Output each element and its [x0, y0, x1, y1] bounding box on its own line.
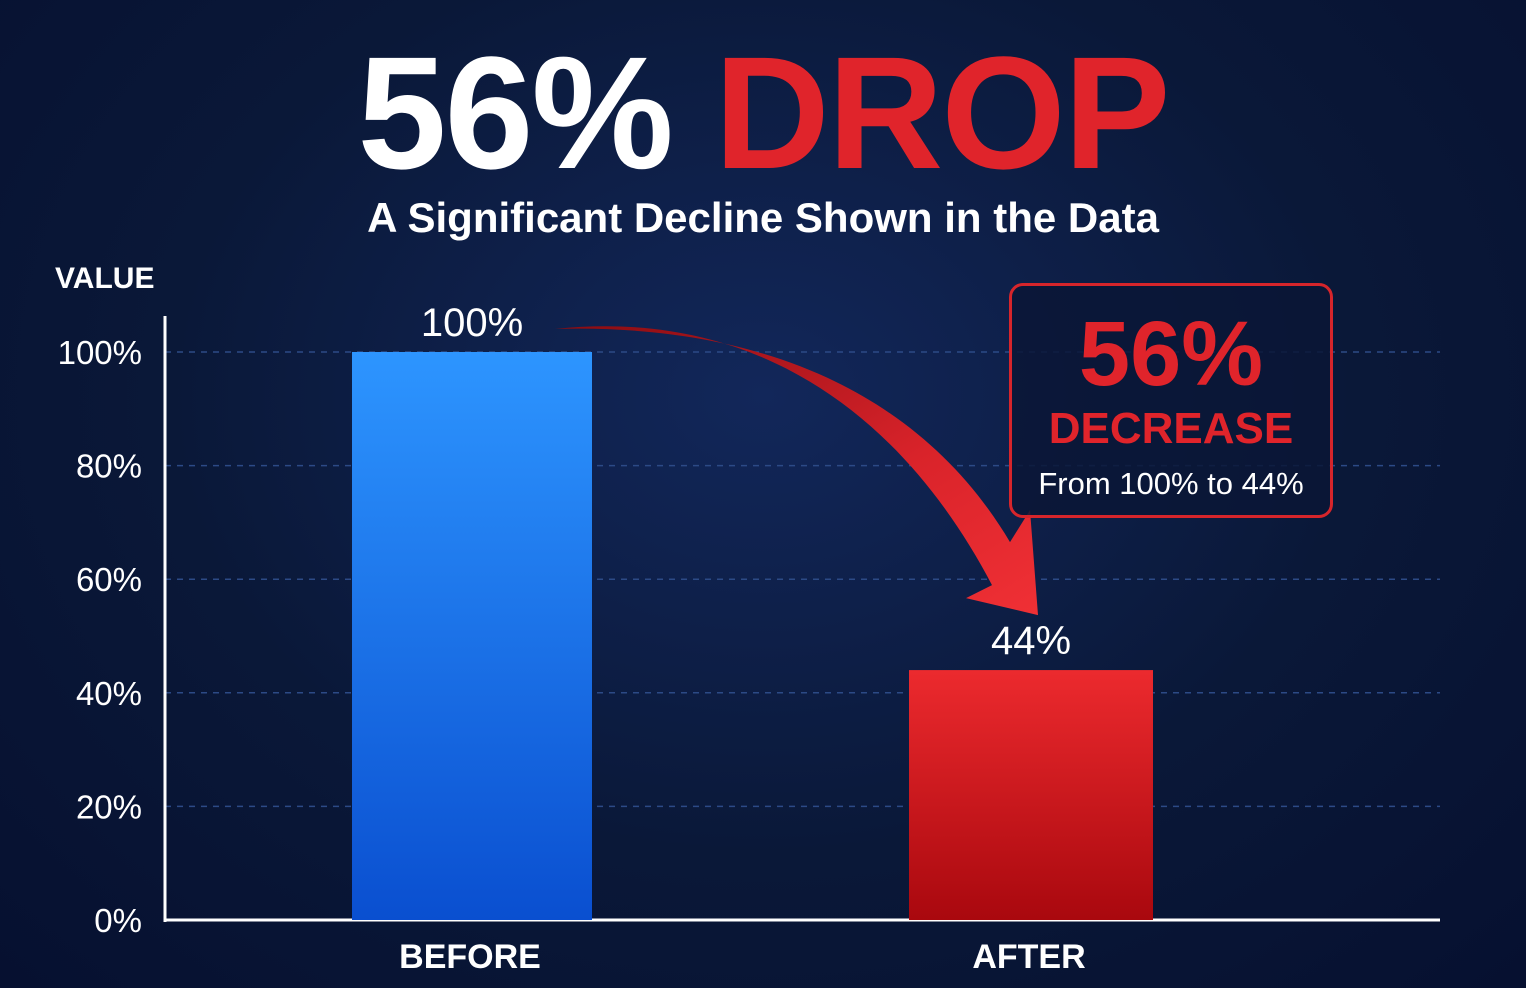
y-tick-label: 60%: [76, 561, 142, 598]
headline: 56% DROP: [0, 28, 1526, 198]
y-tick-label: 80%: [76, 448, 142, 485]
y-tick-label: 100%: [58, 334, 142, 371]
bar-before: [352, 352, 592, 920]
decrease-callout: 56% DECREASE From 100% to 44%: [1009, 283, 1333, 518]
callout-detail: From 100% to 44%: [1038, 466, 1304, 501]
headline-drop: DROP: [714, 23, 1170, 202]
headline-percent: 56%: [357, 23, 674, 202]
bar-value-label: 100%: [421, 301, 523, 345]
bar-after: [909, 670, 1153, 920]
callout-label: DECREASE: [1048, 404, 1294, 453]
y-tick-label: 0%: [94, 902, 142, 939]
bar-value-label: 44%: [991, 619, 1071, 663]
y-tick-label: 20%: [76, 788, 142, 825]
decline-arrow: [555, 326, 1038, 616]
y-axis-label: VALUE: [55, 262, 154, 295]
y-tick-label: 40%: [76, 675, 142, 712]
x-category-label: AFTER: [972, 938, 1085, 976]
chart-subtitle: A Significant Decline Shown in the Data: [367, 194, 1159, 241]
x-category-label: BEFORE: [399, 938, 541, 976]
callout-percent: 56%: [1078, 303, 1264, 405]
